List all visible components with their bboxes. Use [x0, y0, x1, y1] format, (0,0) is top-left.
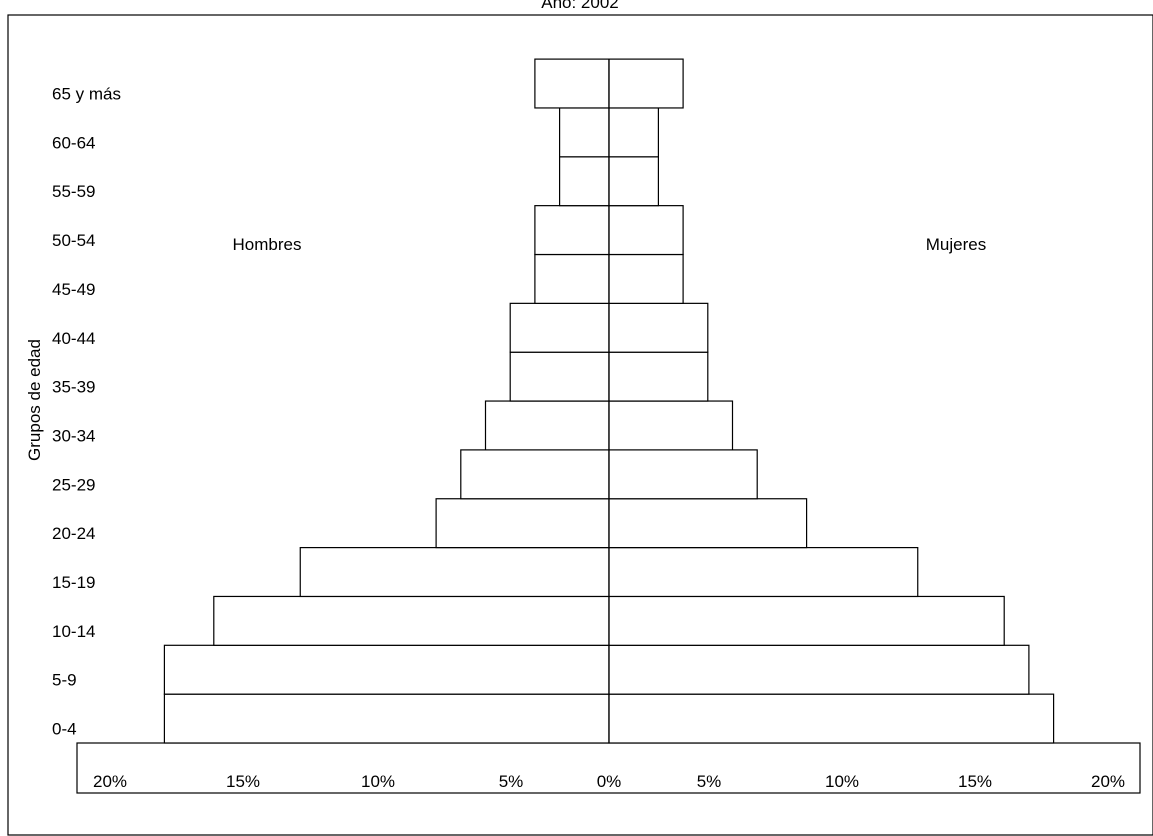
y-tick-label: 45-49 — [52, 280, 95, 299]
y-tick-label: 35-39 — [52, 378, 95, 397]
y-tick-label: 55-59 — [52, 182, 95, 201]
bar-hombres-50-54 — [534, 205, 610, 256]
x-tick-label: 20% — [93, 772, 127, 791]
series-label-mujeres: Mujeres — [926, 235, 986, 254]
y-tick-label: 30-34 — [52, 426, 95, 445]
bar-mujeres-20-24 — [608, 498, 808, 549]
bar-hombres-10-14 — [213, 595, 610, 646]
bar-mujeres-65-y-más — [608, 58, 684, 109]
x-tick-label: 10% — [825, 772, 859, 791]
y-tick-label: 5-9 — [52, 671, 77, 690]
bar-mujeres-55-59 — [608, 156, 660, 207]
x-tick-label: 0% — [597, 772, 622, 791]
bar-mujeres-35-39 — [608, 351, 709, 402]
y-tick-label: 0-4 — [52, 720, 77, 739]
bar-hombres-25-29 — [460, 449, 610, 500]
y-tick-label: 20-24 — [52, 524, 95, 543]
bar-hombres-30-34 — [484, 400, 610, 451]
bar-hombres-35-39 — [509, 351, 610, 402]
bar-mujeres-15-19 — [608, 546, 919, 598]
bar-mujeres-40-44 — [608, 302, 709, 353]
x-tick-label: 15% — [958, 772, 992, 791]
bar-mujeres-45-49 — [608, 253, 684, 304]
bar-hombres-60-64 — [558, 107, 610, 158]
bar-mujeres-10-14 — [608, 595, 1005, 646]
bar-mujeres-0-4 — [608, 693, 1055, 744]
y-tick-labels: 0-4 5-9 10-14 15-19 20-24 25-29 30-34 35-39 40-4… — [52, 85, 121, 739]
bar-hombres-5-9 — [163, 644, 610, 695]
bar-hombres-65-y-más — [534, 58, 610, 109]
bar-hombres-0-4 — [163, 693, 610, 744]
x-tick-label: 5% — [697, 772, 722, 791]
bar-hombres-40-44 — [509, 302, 610, 353]
series-label-hombres: Hombres — [233, 235, 302, 254]
y-tick-label: 25-29 — [52, 475, 95, 494]
chart-title: Año: 2002 — [541, 0, 619, 12]
y-tick-label: 65 y más — [52, 85, 121, 104]
x-axis-box — [76, 742, 1141, 794]
y-tick-label: 10-14 — [52, 622, 95, 641]
x-tick-label: 10% — [361, 772, 395, 791]
y-tick-label: 40-44 — [52, 329, 95, 348]
y-tick-label: 50-54 — [52, 231, 95, 250]
bar-hombres-15-19 — [299, 546, 610, 598]
y-tick-label: 60-64 — [52, 133, 95, 152]
x-tick-labels: 20% 15% 10% 5% 0% 5% 10% 15% 20% — [93, 772, 1125, 791]
x-tick-label: 20% — [1091, 772, 1125, 791]
bar-hombres-45-49 — [534, 253, 610, 304]
bar-mujeres-25-29 — [608, 449, 758, 500]
bar-mujeres-5-9 — [608, 644, 1030, 695]
bar-mujeres-60-64 — [608, 107, 660, 158]
y-tick-label: 15-19 — [52, 573, 95, 592]
x-tick-label: 15% — [226, 772, 260, 791]
bar-hombres-20-24 — [435, 498, 610, 549]
bar-hombres-55-59 — [558, 156, 610, 207]
bar-mujeres-50-54 — [608, 205, 684, 256]
x-tick-label: 5% — [499, 772, 524, 791]
bars-group — [163, 58, 1055, 744]
y-axis-label: Grupos de edad — [25, 339, 44, 461]
bar-mujeres-30-34 — [608, 400, 734, 451]
